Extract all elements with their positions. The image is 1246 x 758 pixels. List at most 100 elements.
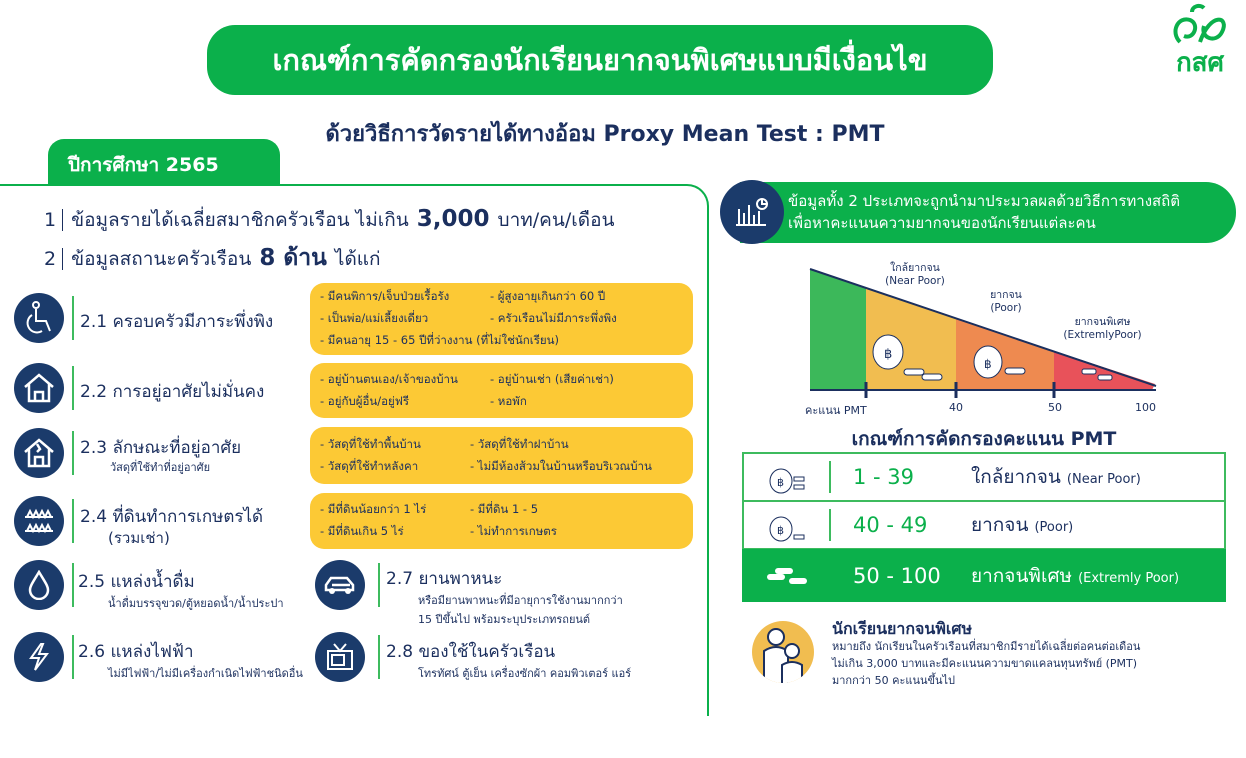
category-title: 2.2 การอยู่อาศัยไม่มั่นคง <box>80 382 265 402</box>
definition-line: หมายถึง นักเรียนในครัวเรือนที่สมาชิกมีรา… <box>832 640 1141 653</box>
category-subtitle: หรือมียานพาหนะที่มีอายุการใช้งานมากกว่า <box>418 594 623 607</box>
divider <box>72 431 74 475</box>
farmland-icon <box>14 496 64 546</box>
level-label: ยากจนพิเศษ <box>971 564 1073 587</box>
option: - ไม่มีห้องส้วมในบ้านหรือบริเวณบ้าน <box>470 458 652 473</box>
money-bag-icon: ฿ <box>973 345 1003 379</box>
option: - ครัวเรือนไม่มีภาระพึ่งพิง <box>490 311 617 325</box>
options-box-2-3: - วัสดุที่ใช้ทำพื้นบ้าน - วัสดุที่ใช้ทำฝา… <box>310 427 693 484</box>
mother-child-illustration <box>752 621 814 683</box>
poverty-level: ยากจน (Poor) <box>971 510 1073 540</box>
definition-body: หมายถึง นักเรียนในครัวเรือนที่สมาชิกมีรา… <box>832 638 1232 689</box>
definition-line: มากกว่า 50 คะแนนขึ้นไป <box>832 674 956 687</box>
money-bag-icon: ฿ <box>744 507 829 543</box>
option: - มีที่ดินเกิน 5 ไร่ <box>320 524 404 538</box>
band-label-en: (Near Poor) <box>885 275 945 287</box>
svg-text:฿: ฿ <box>777 476 784 489</box>
criterion-suffix: ได้แก่ <box>334 248 381 270</box>
statistics-chart-icon <box>720 180 784 244</box>
divider <box>72 563 74 607</box>
banner-line: เพื่อหาคะแนนความยากจนของนักเรียนแต่ละคน <box>788 214 1096 232</box>
subtitle: ด้วยวิธีการวัดรายได้ทางอ้อม Proxy Mean T… <box>325 122 885 147</box>
svg-text:฿: ฿ <box>984 357 992 371</box>
criterion-value: 8 ด้าน <box>259 245 327 271</box>
divider <box>829 509 831 541</box>
left-panel <box>0 184 709 716</box>
option: - เป็นพ่อ/แม่เลี้ยงเดี่ยว <box>320 311 429 325</box>
divider <box>829 461 831 493</box>
logo-text: กสศ <box>1175 48 1225 78</box>
level-label-en: (Near Poor) <box>1066 472 1141 487</box>
lightning-icon <box>14 632 64 682</box>
definition-title: นักเรียนยากจนพิเศษ <box>832 619 973 638</box>
divider <box>378 563 380 607</box>
table-row-highlight: 50 - 100 ยากจนพิเศษ (Extremly Poor) <box>742 549 1226 602</box>
options-box-2-4: - มีที่ดินน้อยกว่า 1 ไร่ - มีที่ดิน 1 - 5… <box>310 493 693 549</box>
band-label: ยากจนพิเศษ <box>1074 316 1131 328</box>
tick-label: 100 <box>1135 401 1156 414</box>
band-poor <box>956 318 1054 390</box>
criterion-text: ข้อมูลรายได้เฉลี่ยสมาชิกครัวเรือน ไม่เกิ… <box>71 209 409 231</box>
year-tab: ปีการศึกษา 2565 <box>48 139 280 186</box>
water-drop-icon <box>14 560 64 610</box>
category-title: 2.3 ลักษณะที่อยู่อาศัย <box>80 438 242 458</box>
broken-house-icon <box>14 428 64 478</box>
category-subtitle: วัสดุที่ใช้ทำที่อยู่อาศัย <box>110 461 211 474</box>
coins-icon <box>744 566 829 586</box>
category-subtitle: ไม่มีไฟฟ้า/ไม่มีเครื่องกำเนิดไฟฟ้าชนิดอื… <box>108 667 303 680</box>
criterion-1: 1 ข้อมูลรายได้เฉลี่ยสมาชิกครัวเรือน ไม่เ… <box>44 205 615 235</box>
divider <box>72 635 74 679</box>
poverty-level: ยากจนพิเศษ (Extremly Poor) <box>971 561 1179 591</box>
divider <box>72 366 74 410</box>
category-subtitle: 15 ปีขึ้นไป พร้อมระบุประเภทรถยนต์ <box>418 613 591 626</box>
divider <box>72 499 74 543</box>
axis-label: คะแนน PMT <box>805 404 867 417</box>
car-icon <box>315 560 365 610</box>
options-box-2-1: - มีคนพิการ/เจ็บป่วยเรื้อรัง - ผู้สูงอายุ… <box>310 283 693 355</box>
level-label-en: (Poor) <box>1034 520 1074 535</box>
option: - มีคนอายุ 15 - 65 ปีที่ว่างงาน (ที่ไม่ใ… <box>320 333 559 347</box>
level-label: ยากจน <box>971 514 1029 536</box>
criterion-number: 1 <box>44 209 64 231</box>
option: - ไม่ทำการเกษตร <box>470 524 557 538</box>
category-title: 2.5 แหล่งน้ำดื่ม <box>78 572 195 592</box>
option: - มีที่ดินน้อยกว่า 1 ไร่ <box>320 502 427 516</box>
logo: กสศ <box>1162 2 1238 82</box>
coins-icon <box>903 367 1113 381</box>
score-range: 40 - 49 <box>853 513 928 537</box>
option: - ผู้สูงอายุเกินกว่า 60 ปี <box>490 289 606 303</box>
band-label: ใกล้ยากจน <box>890 262 940 274</box>
criterion-number: 2 <box>44 248 64 270</box>
category-title: 2.1 ครอบครัวมีภาระพึ่งพิง <box>80 312 274 332</box>
option: - อยู่กับผู้อื่น/อยู่ฟรี <box>320 393 410 408</box>
category-title: 2.8 ของใช้ในครัวเรือน <box>386 642 556 662</box>
category-title: 2.6 แหล่งไฟฟ้า <box>78 642 194 662</box>
band-label-poor: ยากจน (Poor) <box>966 289 1046 315</box>
band-below-near-poor <box>810 269 866 390</box>
band-label-extremely-poor: ยากจนพิเศษ (ExtremlyPoor) <box>1050 316 1155 342</box>
definition-line: ไม่เกิน 3,000 บาทและมีคะแนนความขาดแคลนทุ… <box>832 657 1138 670</box>
tv-icon <box>315 632 365 682</box>
house-icon <box>14 363 64 413</box>
band-label-en: (Poor) <box>990 302 1022 314</box>
poverty-level: ใกล้ยากจน (Near Poor) <box>971 462 1141 492</box>
pmt-score-diagram: ฿ ฿ <box>809 268 1157 398</box>
criterion-suffix: บาท/คน/เดือน <box>497 209 615 231</box>
category-title: 2.4 ที่ดินทำการเกษตรได้ <box>80 507 264 527</box>
option: - วัสดุที่ใช้ทำพื้นบ้าน <box>320 436 421 451</box>
tick-label: 40 <box>949 401 963 414</box>
category-subtitle: โทรทัศน์ ตู้เย็น เครื่องซักผ้า คอมพิวเตอ… <box>418 667 632 680</box>
divider <box>378 635 380 679</box>
svg-text:฿: ฿ <box>884 347 892 362</box>
band-label-near-poor: ใกล้ยากจน (Near Poor) <box>870 262 960 288</box>
divider <box>72 296 74 340</box>
svg-text:฿: ฿ <box>777 524 784 537</box>
tick-label: 50 <box>1048 401 1062 414</box>
option: - มีที่ดิน 1 - 5 <box>470 502 539 516</box>
logo-mark-icon <box>1173 3 1226 44</box>
option: - อยู่บ้านเช่า (เสียค่าเช่า) <box>490 371 614 386</box>
option: - หอพัก <box>490 393 527 408</box>
money-bag-coins-icon: ฿ <box>744 459 829 495</box>
score-range: 50 - 100 <box>853 563 941 588</box>
options-box-2-2: - อยู่บ้านตนเอง/เจ้าของบ้าน - อยู่บ้านเช่… <box>310 363 693 418</box>
